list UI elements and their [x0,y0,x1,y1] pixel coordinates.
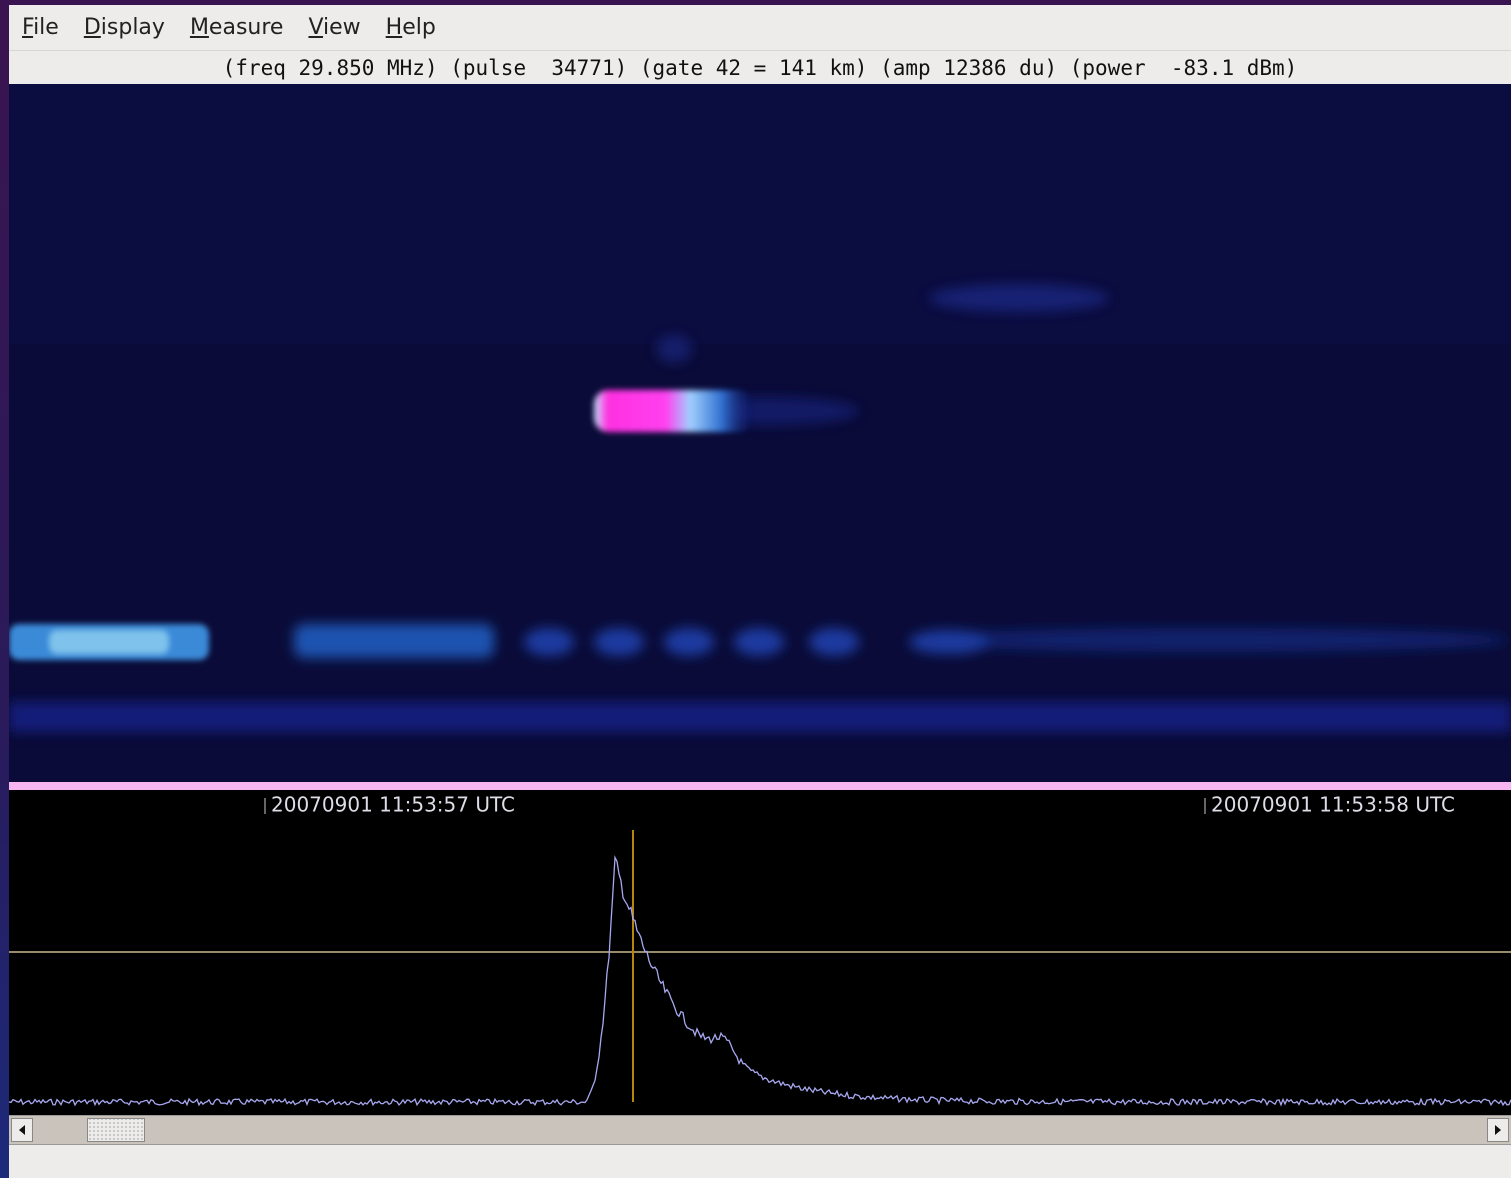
menu-item[interactable]: File [22,15,59,40]
window: File Display Measure View Help (freq 29.850 … [9,5,1511,1178]
divider [9,782,1511,790]
scrollbar [9,1115,1511,1145]
menu-item[interactable]: Help [385,15,436,40]
scroll-thumb[interactable] [87,1118,145,1142]
menu-item[interactable]: Measure [189,15,284,40]
menu-item[interactable]: Display [83,15,165,40]
trace-panel: 20070901 11:53:57 UTC 20070901 11:53:58 … [9,790,1511,1115]
signal-trace [9,854,1511,1107]
status-line: (freq 29.850 MHz) (pulse 34771) (gate 42… [9,50,1511,85]
timestamp: 20070901 11:53:58 UTC [1211,793,1455,817]
timestamp: 20070901 11:53:57 UTC [271,793,515,817]
menu-item[interactable]: View [308,15,361,40]
scroll-left[interactable] [11,1118,33,1142]
arrow-icon [19,1125,25,1135]
scroll-right[interactable] [1487,1118,1509,1142]
spectrogram [9,84,1511,782]
plots: 20070901 11:53:57 UTC 20070901 11:53:58 … [9,84,1511,1115]
arrow-icon [1495,1125,1501,1135]
menu-bar: File Display Measure View Help [9,5,1511,50]
